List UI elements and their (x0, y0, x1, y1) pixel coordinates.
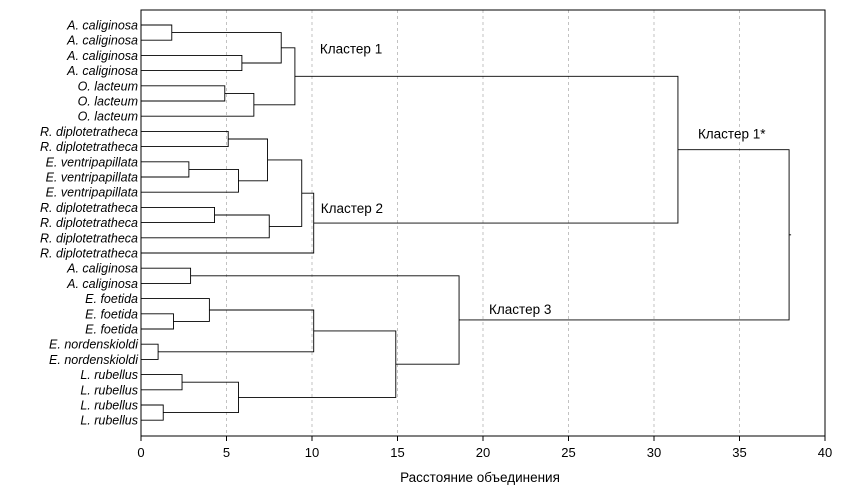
branch-m13 (267, 159, 303, 227)
leaf-label-7: R. diplotetratheca (40, 125, 138, 139)
leaf-label-18: E. foetida (85, 292, 138, 306)
branch-m25 (190, 275, 460, 365)
branch-m2 (141, 54, 243, 72)
branch-m20 (158, 309, 315, 353)
x-tick-label-4: 20 (476, 445, 490, 460)
branch-m14 (141, 192, 315, 254)
branch-m11 (141, 206, 215, 224)
cluster-annotations: Кластер 1 Кластер 2 Кластер 3 Кластер 1* (320, 41, 766, 317)
leaf-label-16: A. caliginosa (66, 262, 138, 276)
leaf-label-10: E. ventripapillata (46, 171, 138, 185)
branch-m17 (141, 313, 174, 330)
branch-m22 (141, 404, 164, 421)
leaf-label-0: A. caliginosa (66, 19, 138, 33)
leaf-label-12: R. diplotetratheca (40, 201, 138, 215)
cluster-label-2: Кластер 3 (489, 302, 551, 317)
x-tick-label-7: 35 (732, 445, 746, 460)
leaf-label-19: E. foetida (85, 307, 138, 321)
x-tick-label-8: 40 (818, 445, 832, 460)
branch-m18 (141, 298, 210, 322)
leaf-label-22: E. nordenskioldi (49, 353, 139, 367)
branch-m10 (228, 138, 268, 182)
branch-m23 (163, 381, 239, 414)
leaf-label-9: E. ventripapillata (46, 155, 138, 169)
x-axis: 0 5 10 15 20 25 30 35 40 (137, 436, 832, 460)
x-tick-label-3: 15 (390, 445, 404, 460)
branch-m6 (253, 47, 296, 106)
leaf-label-2: A. caliginosa (66, 49, 138, 63)
leaf-label-6: O. lacteum (78, 110, 138, 124)
leaf-label-25: L. rubellus (80, 399, 138, 413)
cluster-label-3: Кластер 1* (698, 127, 766, 142)
leaf-label-13: R. diplotetratheca (40, 216, 138, 230)
cluster-label-1: Кластер 2 (321, 201, 383, 216)
branch-m4 (141, 85, 226, 102)
leaf-label-8: R. diplotetratheca (40, 140, 138, 154)
leaf-label-4: O. lacteum (78, 79, 138, 93)
branch-m12 (141, 214, 270, 239)
branch-m7 (141, 130, 229, 148)
leaf-label-14: R. diplotetratheca (40, 231, 138, 245)
x-tick-label-2: 10 (305, 445, 319, 460)
x-tick-label-1: 5 (223, 445, 230, 460)
cluster-label-0: Кластер 1 (320, 41, 382, 56)
x-tick-label-0: 0 (137, 445, 144, 460)
leaf-label-15: R. diplotetratheca (40, 247, 138, 261)
branch-m16 (141, 267, 192, 284)
branch-m21 (141, 374, 183, 391)
leaf-label-3: A. caliginosa (66, 64, 138, 78)
branch-m8 (141, 161, 190, 178)
leaf-label-17: A. caliginosa (66, 277, 138, 291)
branch-m24 (238, 330, 397, 398)
x-tick-label-6: 30 (647, 445, 661, 460)
leaf-label-23: L. rubellus (80, 368, 138, 382)
leaf-label-1: A. caliginosa (66, 34, 138, 48)
leaf-label-21: E. nordenskioldi (49, 338, 139, 352)
leaf-label-26: L. rubellus (80, 414, 138, 428)
branch-m9 (141, 168, 239, 193)
leaf-label-5: O. lacteum (78, 95, 138, 109)
branch-layer (141, 24, 792, 421)
x-axis-title: Расстояние объединения (400, 470, 560, 485)
x-tick-label-5: 25 (561, 445, 575, 460)
branch-m19 (141, 343, 159, 360)
branch-m1 (141, 24, 173, 41)
branch-m5 (141, 92, 255, 117)
leaf-label-24: L. rubellus (80, 383, 138, 397)
leaf-label-11: E. ventripapillata (46, 186, 138, 200)
leaf-label-20: E. foetida (85, 323, 138, 337)
